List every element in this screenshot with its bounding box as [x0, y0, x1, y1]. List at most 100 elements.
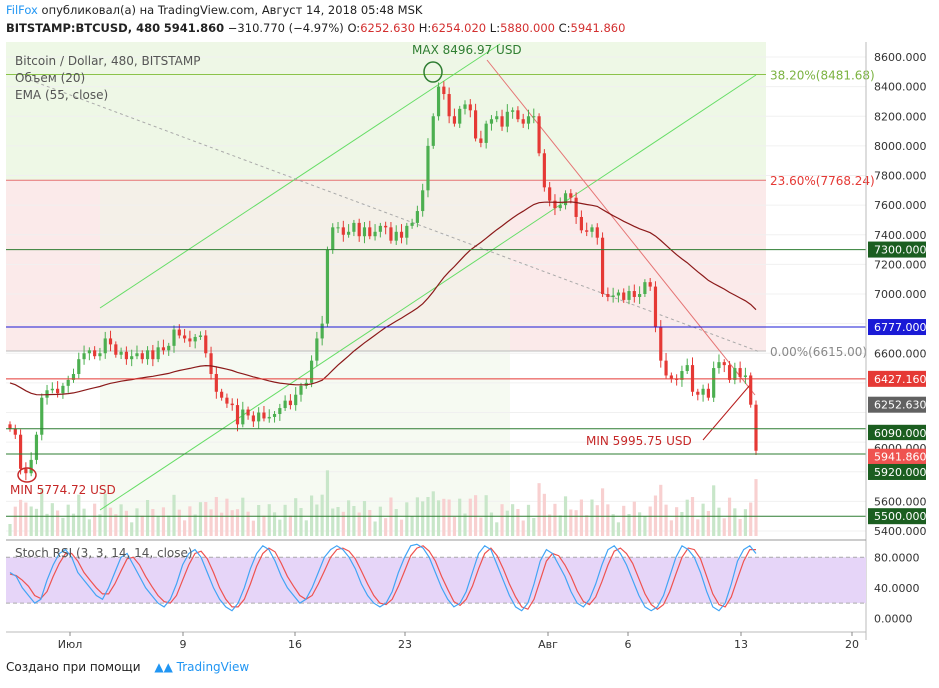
candle-body — [325, 249, 330, 324]
low-label: L: — [489, 21, 501, 35]
candle-body — [50, 388, 54, 391]
footer-brand[interactable]: TradingView — [176, 660, 250, 674]
footer-created-with: Создано при помощи — [6, 660, 141, 674]
price-label-bg — [868, 241, 926, 258]
volume-bar — [77, 494, 81, 536]
fib-label: 38.20%(8481.68) — [770, 69, 875, 83]
y-tick-label: 7400.000 — [874, 229, 927, 242]
volume-bar — [558, 515, 562, 536]
max-annotation: MAX 8496.97 USD — [412, 43, 522, 57]
high-value: 6254.020 — [431, 21, 487, 35]
volume-bar — [542, 493, 546, 536]
x-tick-label: 9 — [180, 638, 187, 651]
volume-bar — [669, 520, 673, 536]
candle-body — [553, 200, 557, 209]
time-axis[interactable]: Июл 9 16 23 Авг 6 13 20 — [58, 632, 859, 651]
price-label-bg — [868, 370, 926, 387]
fib-zones — [6, 42, 766, 517]
volume-bar — [209, 509, 213, 536]
x-tick-label: Авг — [538, 638, 558, 651]
min-circle — [17, 467, 37, 483]
volume-bar — [585, 515, 589, 536]
volume-bar — [516, 509, 520, 536]
stoch-band — [6, 557, 866, 604]
y-tick-label: 8000.000 — [874, 140, 927, 153]
candle-body — [680, 371, 684, 380]
volume-bar — [66, 504, 70, 536]
price-label: 6090.000 — [874, 427, 927, 440]
volume-bar — [579, 499, 583, 536]
candle-body — [627, 291, 631, 300]
candle-body — [500, 116, 504, 127]
volume-bar — [680, 512, 684, 536]
volume-bar — [24, 502, 28, 536]
candle-body — [727, 365, 732, 380]
volume-bar — [167, 515, 171, 536]
volume-bar — [320, 494, 324, 536]
volume-bar — [56, 510, 60, 536]
y-tick-label: 7000.000 — [874, 288, 927, 301]
candle-body — [278, 408, 282, 414]
price-label: 6777.000 — [874, 321, 927, 334]
candle-body — [717, 362, 721, 369]
volume-bar — [294, 498, 298, 536]
volume-bar — [722, 518, 726, 536]
annotations: MAX 8496.97 USD MIN 5774.72 USD MIN 5995.7… — [10, 43, 692, 497]
candle-body — [743, 375, 748, 377]
volume-bar — [622, 505, 626, 536]
price-label-bg — [868, 424, 926, 441]
volume-bar — [590, 499, 594, 536]
candle-body — [156, 347, 160, 360]
high-label: H: — [418, 21, 432, 35]
candle-body — [188, 338, 192, 342]
candle-body — [516, 110, 520, 120]
volume-bar — [749, 502, 753, 536]
candle-body — [394, 231, 398, 241]
candle-body — [664, 360, 668, 376]
volume-bar — [468, 498, 472, 536]
candle-body — [262, 412, 266, 419]
price-label-bg — [868, 396, 926, 413]
volume-bar — [183, 520, 187, 536]
candle-body — [733, 368, 737, 380]
y-tick-label: 5400.000 — [874, 525, 927, 538]
candle-body — [98, 353, 102, 357]
volume-bar — [378, 506, 382, 536]
volume-bar — [8, 524, 12, 536]
volume-bar — [600, 488, 605, 536]
candle-body — [40, 397, 44, 435]
price-label-bg — [868, 319, 926, 336]
x-tick-label: 13 — [734, 638, 748, 651]
candle-body — [738, 368, 742, 377]
volume-bar — [98, 514, 102, 536]
price-axis[interactable]: 8600.000 8400.000 8200.000 8000.000 7800.000… — [874, 51, 927, 538]
open-value: 6252.630 — [360, 21, 416, 35]
candle-body — [315, 338, 319, 361]
candle-body — [378, 225, 382, 232]
tradingview-logo-icon[interactable]: ▲▲ — [154, 660, 173, 674]
candle-body — [622, 292, 626, 300]
candle-body — [611, 295, 615, 297]
volume-bar — [553, 503, 557, 536]
volume-bar — [188, 506, 192, 536]
stoch-y-tick: 40.0000 — [874, 582, 920, 595]
candle-body — [685, 365, 689, 372]
volume-bar — [61, 517, 65, 536]
volume-bar — [727, 497, 732, 536]
candle-body — [389, 227, 393, 241]
candle-body — [172, 329, 176, 346]
candle-body — [135, 353, 139, 357]
candle-body — [288, 400, 292, 406]
author-name[interactable]: FilFox — [6, 3, 38, 17]
candle-body — [93, 350, 97, 357]
channel-upper — [99, 43, 501, 309]
candle-body — [463, 104, 467, 109]
volume-bar — [447, 499, 451, 536]
candle-body — [701, 388, 705, 395]
channel-lower — [99, 74, 757, 511]
volume-bar — [389, 497, 393, 536]
candle-body — [34, 434, 39, 460]
price-label: 7300.000 — [874, 244, 927, 257]
candle-body — [590, 227, 594, 232]
